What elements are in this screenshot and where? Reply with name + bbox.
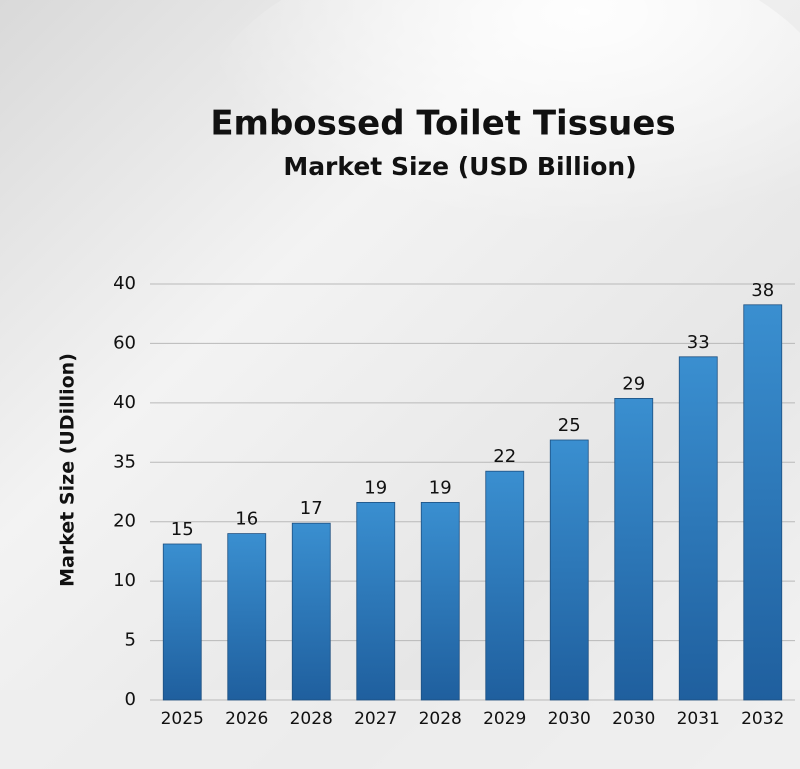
bar bbox=[485, 470, 525, 701]
bar bbox=[227, 533, 267, 701]
data-label: 16 bbox=[235, 509, 258, 530]
data-label: 15 bbox=[171, 519, 194, 540]
data-label: 22 bbox=[493, 446, 516, 467]
x-tick-label: 2026 bbox=[225, 709, 268, 729]
x-tick-label: 2029 bbox=[483, 709, 526, 729]
data-label: 19 bbox=[429, 477, 452, 498]
bar bbox=[356, 501, 396, 701]
bar bbox=[678, 356, 718, 701]
background-highlight bbox=[200, 0, 800, 300]
x-tick-label: 2030 bbox=[612, 709, 655, 729]
y-tick-label: 10 bbox=[113, 570, 136, 591]
data-label: 25 bbox=[558, 415, 581, 436]
bar bbox=[291, 522, 331, 701]
bar bbox=[549, 439, 589, 701]
data-label: 33 bbox=[687, 332, 710, 353]
y-axis-title: Market Size (UDillion) bbox=[57, 353, 79, 587]
y-tick-label: 40 bbox=[113, 392, 136, 413]
bar bbox=[743, 304, 783, 701]
data-label: 38 bbox=[751, 280, 774, 301]
x-tick-label: 2032 bbox=[741, 709, 784, 729]
x-tick-label: 2031 bbox=[677, 709, 720, 729]
x-tick-label: 2028 bbox=[419, 709, 462, 729]
x-tick-label: 2025 bbox=[161, 709, 204, 729]
y-tick-label: 60 bbox=[113, 332, 136, 353]
y-tick-label: 0 bbox=[125, 689, 136, 710]
y-tick-label: 35 bbox=[113, 451, 136, 472]
background-floor bbox=[0, 690, 800, 769]
bar bbox=[162, 543, 202, 701]
y-tick-label: 40 bbox=[113, 273, 136, 294]
x-tick-label: 2027 bbox=[354, 709, 397, 729]
x-tick-label: 2028 bbox=[290, 709, 333, 729]
y-tick-label: 5 bbox=[125, 630, 136, 651]
bar bbox=[420, 501, 460, 701]
y-tick-label: 20 bbox=[113, 511, 136, 532]
data-label: 29 bbox=[622, 373, 645, 394]
data-label: 17 bbox=[300, 498, 323, 519]
data-label: 19 bbox=[364, 477, 387, 498]
bar bbox=[614, 397, 654, 701]
x-tick-label: 2030 bbox=[548, 709, 591, 729]
chart-subtitle: Market Size (USD Billion) bbox=[283, 152, 636, 181]
chart-title: Embossed Toilet Tissues bbox=[210, 104, 675, 144]
